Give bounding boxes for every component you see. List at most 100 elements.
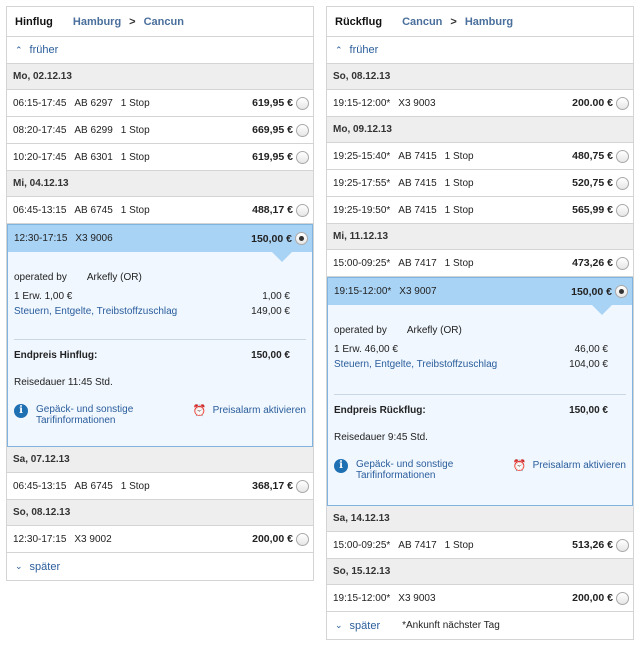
total-label: Endpreis Rückflug: <box>334 405 426 416</box>
flight-time: 06:45-13:15 <box>13 480 67 492</box>
earlier-label: früher <box>29 44 59 56</box>
detail-pointer <box>592 305 612 315</box>
flight-number: AB 7415 <box>398 177 437 189</box>
flight-stops: 1 Stop <box>444 177 474 189</box>
info-actions: i Gepäck- und sonstige Tarifinformatione… <box>334 459 626 481</box>
flight-row[interactable]: 19:25-17:55* AB 7415 1 Stop 520,75 € <box>327 170 633 197</box>
flight-row[interactable]: 06:45-13:15 AB 6745 1 Stop 488,17 € <box>7 197 313 224</box>
luggage-info-link[interactable]: i Gepäck- und sonstige Tarifinformatione… <box>334 459 476 481</box>
flight-stops: 1 Stop <box>120 480 150 492</box>
flight-stops: 1 Stop <box>120 124 150 136</box>
flight-number: X3 9003 <box>398 97 436 109</box>
flight-row[interactable]: 19:25-19:50* AB 7415 1 Stop 565,99 € <box>327 197 633 224</box>
fare-label: 1 Erw. 1,00 € <box>14 291 73 302</box>
select-radio[interactable] <box>616 256 629 270</box>
operated-by: operated by Arkefly (OR) <box>14 252 306 283</box>
flight-time: 15:00-09:25* <box>333 539 391 551</box>
luggage-info-link[interactable]: i Gepäck- und sonstige Tarifinformatione… <box>14 404 156 426</box>
alarm-clock-icon: ⏰ <box>512 460 527 472</box>
price-alarm-link[interactable]: ⏰ Preisalarm aktivieren <box>193 404 306 417</box>
select-radio[interactable] <box>296 150 309 164</box>
selected-flight-row[interactable]: 19:15-12:00* X3 9007 150,00 € <box>327 277 633 305</box>
flight-time: 19:25-19:50* <box>333 204 391 216</box>
flight-time: 06:15-17:45 <box>13 97 67 109</box>
flight-price: 669,95 € <box>252 124 293 136</box>
flight-price: 200.00 € <box>572 97 613 109</box>
tax-link[interactable]: Steuern, Entgelte, Treibstoffzuschlag <box>334 359 498 370</box>
detail-pointer <box>272 252 292 262</box>
luggage-info-label: Gepäck- und sonstige Tarifinformationen <box>356 459 454 481</box>
flight-row[interactable]: 10:20-17:45 AB 6301 1 Stop 619,95 € <box>7 144 313 171</box>
operated-label: operated by <box>14 272 67 283</box>
flight-row[interactable]: 19:15-12:00* X3 9003 200,00 € <box>327 585 633 612</box>
flight-price: 565,99 € <box>572 204 613 216</box>
flight-row[interactable]: 06:15-17:45 AB 6297 1 Stop 619,95 € <box>7 90 313 117</box>
select-radio-checked[interactable] <box>615 285 628 298</box>
earlier-link[interactable]: ⌃ früher <box>7 37 313 64</box>
select-radio[interactable] <box>296 203 309 217</box>
select-radio[interactable] <box>296 532 309 546</box>
total-price-line: Endpreis Rückflug: 150,00 € <box>334 405 626 416</box>
select-radio[interactable] <box>616 176 629 190</box>
flight-time: 19:15-12:00* <box>333 592 391 604</box>
flight-row[interactable]: 15:00-09:25* AB 7417 1 Stop 513,26 € <box>327 532 633 559</box>
flight-price: 488,17 € <box>252 204 293 216</box>
divider <box>334 394 626 395</box>
flight-number: AB 6745 <box>74 480 113 492</box>
flight-row[interactable]: 15:00-09:25* AB 7417 1 Stop 473,26 € <box>327 250 633 277</box>
date-header: Mo, 09.12.13 <box>327 117 633 143</box>
date-header: So, 15.12.13 <box>327 559 633 585</box>
total-label: Endpreis Hinflug: <box>14 350 98 361</box>
destination-city: Hamburg <box>464 15 514 28</box>
flight-row[interactable]: 12:30-17:15 X3 9002 200,00 € <box>7 526 313 553</box>
fare-label: 1 Erw. 46,00 € <box>334 344 398 355</box>
select-radio[interactable] <box>296 123 309 137</box>
total-value: 150,00 € <box>569 405 608 416</box>
select-radio-checked[interactable] <box>295 232 308 245</box>
flight-time: 10:20-17:45 <box>13 151 67 163</box>
flight-price: 150,00 € <box>251 232 292 245</box>
select-radio[interactable] <box>616 203 629 217</box>
operated-value: Arkefly (OR) <box>86 272 142 283</box>
tax-value: 149,00 € <box>251 306 290 317</box>
double-chevron-down-icon: ⌄ <box>15 561 23 571</box>
later-link[interactable]: ⌄ später *Ankunft nächster Tag <box>327 612 633 639</box>
origin-city: Hamburg <box>72 15 122 28</box>
double-chevron-up-icon: ⌃ <box>15 44 23 55</box>
outbound-header: Hinflug Hamburg > Cancun <box>7 7 313 37</box>
total-price-line: Endpreis Hinflug: 150,00 € <box>14 350 306 361</box>
flight-row[interactable]: 19:25-15:40* AB 7415 1 Stop 480,75 € <box>327 143 633 170</box>
flight-price: 619,95 € <box>252 151 293 163</box>
later-label: später <box>29 560 61 573</box>
earlier-link[interactable]: ⌃ früher <box>327 37 633 64</box>
flight-row[interactable]: 06:45-13:15 AB 6745 1 Stop 368,17 € <box>7 473 313 500</box>
earlier-label: früher <box>349 44 379 56</box>
arrival-footnote: *Ankunft nächster Tag <box>402 620 500 631</box>
inbound-panel: Rückflug Cancun > Hamburg ⌃ früher So, 0… <box>326 6 634 640</box>
flight-price: 473,26 € <box>572 257 613 269</box>
flight-number: X3 9003 <box>398 592 436 604</box>
inbound-header: Rückflug Cancun > Hamburg <box>327 7 633 37</box>
flight-time: 15:00-09:25* <box>333 257 391 269</box>
flight-number: X3 9007 <box>399 286 437 297</box>
select-radio[interactable] <box>616 96 629 110</box>
flight-number: AB 6299 <box>74 124 113 136</box>
later-link[interactable]: ⌄ später <box>7 553 313 580</box>
select-radio[interactable] <box>616 538 629 552</box>
select-radio[interactable] <box>296 96 309 110</box>
flight-row[interactable]: 08:20-17:45 AB 6299 1 Stop 669,95 € <box>7 117 313 144</box>
flight-row[interactable]: 19:15-12:00* X3 9003 200.00 € <box>327 90 633 117</box>
select-radio[interactable] <box>296 479 309 493</box>
select-radio[interactable] <box>616 591 629 605</box>
tax-link[interactable]: Steuern, Entgelte, Treibstoffzuschlag <box>14 306 178 317</box>
selected-flight-row[interactable]: 12:30-17:15 X3 9006 150,00 € <box>7 224 313 252</box>
flight-time: 19:15-12:00* <box>334 286 392 297</box>
flight-price: 200,00 € <box>252 533 293 545</box>
flight-price: 619,95 € <box>252 97 293 109</box>
double-chevron-up-icon: ⌃ <box>335 44 343 55</box>
later-label: später <box>349 619 381 632</box>
select-radio[interactable] <box>616 149 629 163</box>
flight-price: 368,17 € <box>252 480 293 492</box>
luggage-info-label: Gepäck- und sonstige Tarifinformationen <box>36 404 134 426</box>
price-alarm-link[interactable]: ⏰ Preisalarm aktivieren <box>513 459 626 472</box>
